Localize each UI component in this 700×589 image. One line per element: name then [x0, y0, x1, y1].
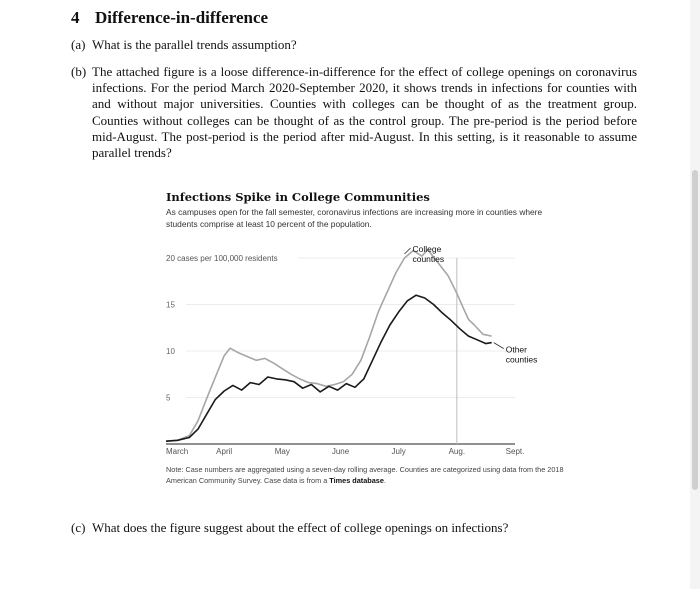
- note-source-link[interactable]: Times database: [329, 475, 384, 485]
- x-tick-label: May: [275, 447, 290, 456]
- figure-title: Infections Spike in College Communities: [166, 190, 430, 204]
- y-tick-label: 15: [166, 301, 175, 310]
- figure-note: Note: Case numbers are aggregated using …: [166, 465, 566, 486]
- question-text: What is the parallel trends assumption?: [92, 37, 297, 52]
- college-label-leader: [404, 247, 411, 255]
- y-tick-label: 10: [166, 347, 175, 356]
- college-series-label: College: [412, 244, 441, 254]
- question-text: What does the figure suggest about the e…: [92, 520, 509, 535]
- other-series-label: Other: [506, 345, 527, 355]
- question-label: (a): [71, 37, 86, 52]
- scrollbar[interactable]: [690, 0, 700, 589]
- college-series-line: [165, 248, 492, 442]
- x-tick-label: April: [216, 447, 232, 456]
- other-series-line: [165, 294, 492, 442]
- section-title: Difference-in-difference: [95, 8, 269, 27]
- question-label: (b): [71, 64, 87, 79]
- note-end: .: [383, 475, 386, 485]
- other-series-label: counties: [506, 355, 538, 365]
- figure-subtitle: As campuses open for the fall semester, …: [166, 207, 543, 229]
- line-chart: 5 10 15 20 cases per 100,000 residents March…: [165, 244, 538, 456]
- x-tick-label: June: [332, 447, 350, 456]
- college-series-label: counties: [412, 254, 444, 264]
- x-tick-label: Sept.: [506, 447, 525, 456]
- section-number: 4: [71, 8, 80, 27]
- section-heading: 4 Difference-in-difference: [71, 8, 268, 28]
- y-tick-label: 5: [166, 394, 171, 403]
- question-text: The attached figure is a loose differenc…: [92, 64, 637, 161]
- x-tick-label: Aug.: [449, 447, 465, 456]
- x-tick-label: July: [392, 447, 406, 456]
- question-label: (c): [71, 520, 86, 535]
- other-label-leader: [493, 342, 504, 349]
- figure: Infections Spike in College Communities …: [160, 186, 564, 496]
- x-tick-label: March: [166, 447, 188, 456]
- y-unit-label: 20 cases per 100,000 residents: [166, 254, 278, 263]
- scrollbar-thumb[interactable]: [692, 170, 698, 490]
- note-text: Note: Case numbers are aggregated using …: [166, 465, 564, 485]
